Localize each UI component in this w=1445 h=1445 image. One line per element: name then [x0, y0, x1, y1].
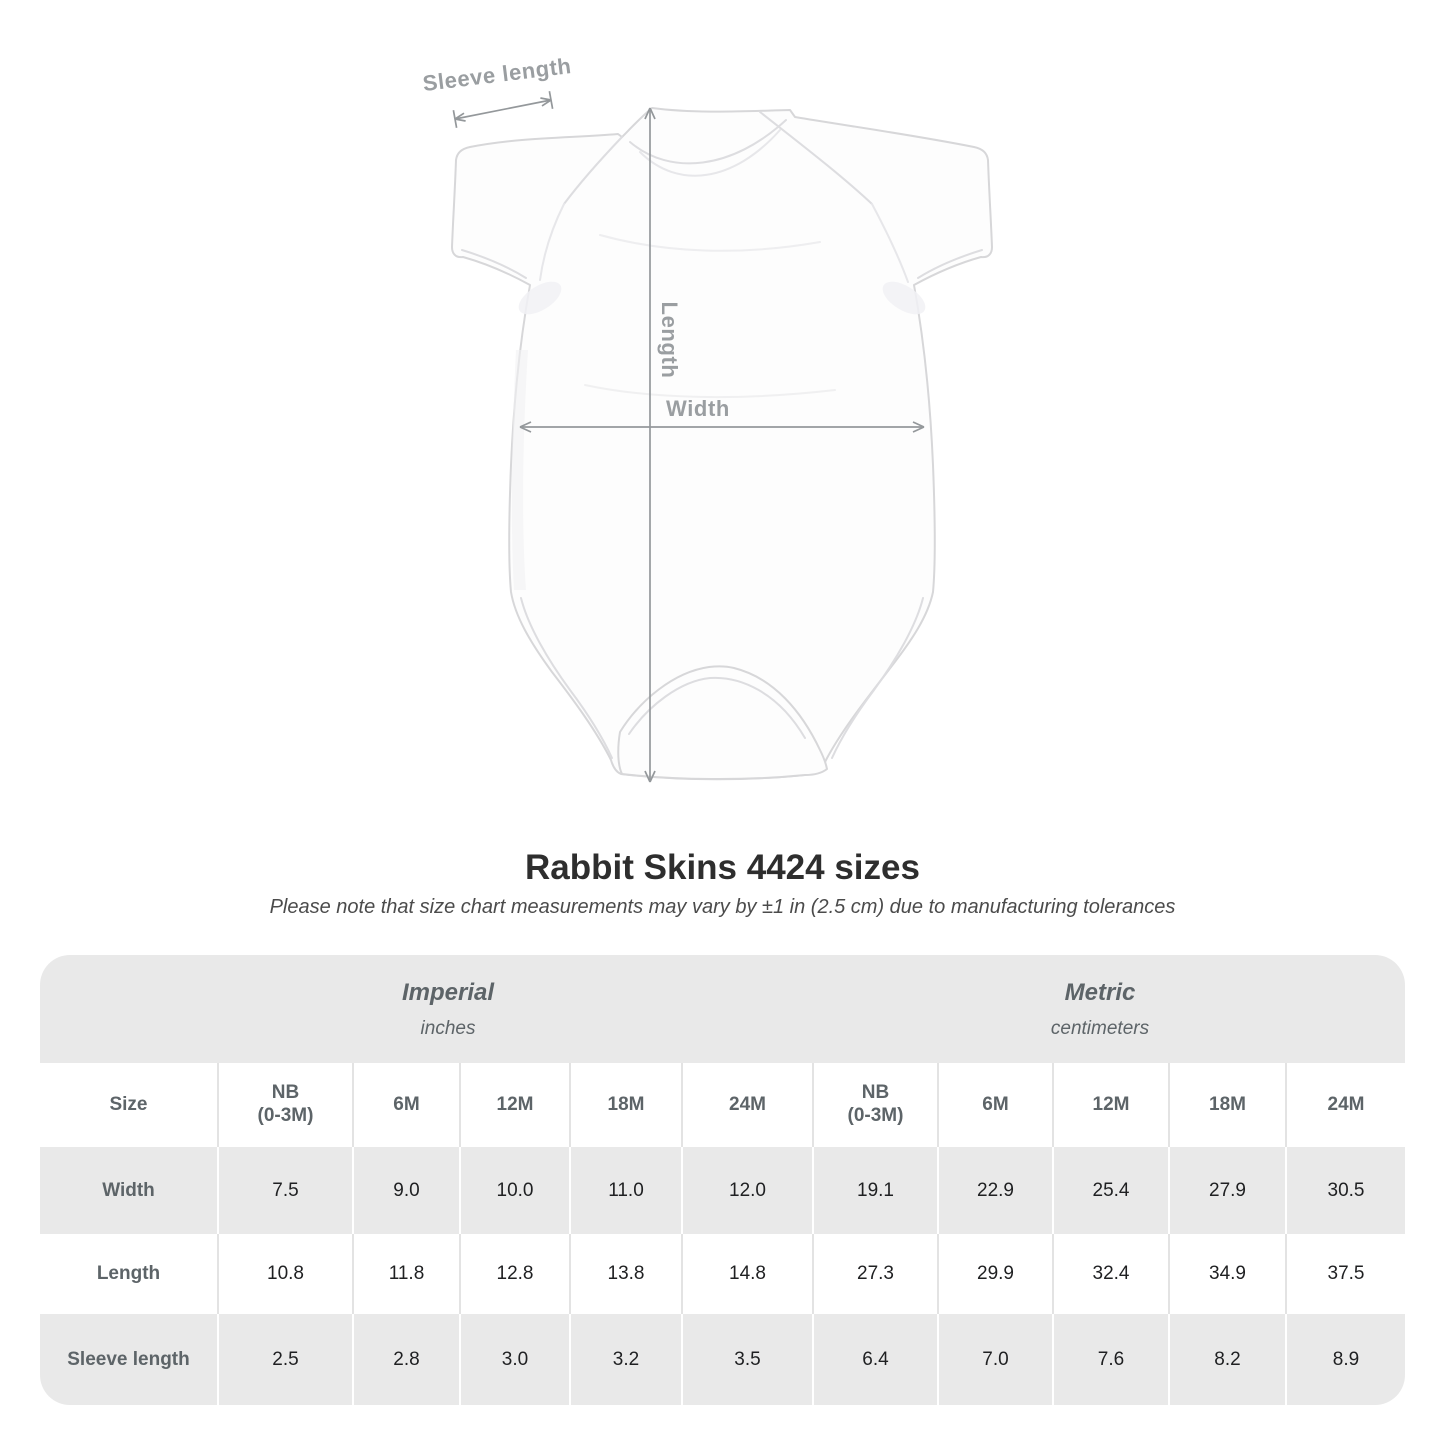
size-value: 7.5 [217, 1147, 352, 1234]
column-header: NB (0-3M) [812, 1063, 937, 1147]
width-annotation: Width [666, 396, 730, 421]
column-header: 18M [1168, 1063, 1285, 1147]
tolerance-note: Please note that size chart measurements… [269, 896, 1176, 918]
size-value: 11.8 [352, 1234, 459, 1314]
size-value: 8.9 [1285, 1314, 1405, 1405]
size-value: 12.8 [459, 1234, 569, 1314]
size-value: 29.9 [937, 1234, 1052, 1314]
bodysuit-illustration: Length Width Sleeve length [421, 53, 993, 783]
size-value: 2.8 [352, 1314, 459, 1405]
row-label: Width [102, 1179, 155, 1201]
size-value: 8.2 [1168, 1314, 1285, 1405]
size-value: 30.5 [1285, 1147, 1405, 1234]
size-value: 6.4 [812, 1314, 937, 1405]
page-title: Rabbit Skins 4424 sizes [525, 848, 920, 887]
metric-label: Metric [1064, 978, 1136, 1006]
row-label: Sleeve length [67, 1348, 190, 1370]
size-value: 3.2 [569, 1314, 681, 1405]
table-row: Width 7.5 9.0 10.0 11.0 12.0 19.1 22.9 2… [40, 1147, 1405, 1234]
length-arrow [644, 107, 656, 783]
column-header: 24M [1285, 1063, 1405, 1147]
width-arrow [519, 421, 925, 433]
size-value: 37.5 [1285, 1234, 1405, 1314]
size-value: 9.0 [352, 1147, 459, 1234]
size-value: 7.0 [937, 1314, 1052, 1405]
size-value: 25.4 [1052, 1147, 1168, 1234]
metric-unit-label: centimeters [1050, 1017, 1150, 1039]
row-label: Length [96, 1263, 161, 1284]
size-value: 27.9 [1168, 1147, 1285, 1234]
size-value: 12.0 [681, 1147, 812, 1234]
size-value: 3.5 [681, 1314, 812, 1405]
size-value: 22.9 [937, 1147, 1052, 1234]
table-header-row: Size NB (0-3M) 6M 12M 18M 24M NB (0-3M) … [40, 1063, 1405, 1147]
unit-section-imperial: Imperial inches [402, 955, 494, 1063]
column-header: 6M [352, 1063, 459, 1147]
length-annotation: Length [657, 302, 682, 379]
table-row: Length 10.8 11.8 12.8 13.8 14.8 27.3 29.… [40, 1234, 1405, 1314]
bodysuit-diagram: Length Width Sleeve length [400, 50, 1050, 840]
size-value: 7.6 [1052, 1314, 1168, 1405]
size-column-header: Size [109, 1093, 148, 1115]
imperial-unit-label: inches [420, 1017, 476, 1039]
size-table: Imperial inches Metric centimeters Size … [40, 955, 1405, 1405]
size-value: 32.4 [1052, 1234, 1168, 1314]
size-value: 13.8 [569, 1234, 681, 1314]
column-header: 24M [681, 1063, 812, 1147]
size-value: 10.0 [459, 1147, 569, 1234]
sleeve-length-annotation: Sleeve length [421, 53, 573, 96]
size-value: 2.5 [217, 1314, 352, 1405]
size-value: 19.1 [812, 1147, 937, 1234]
size-value: 14.8 [681, 1234, 812, 1314]
size-value: 27.3 [812, 1234, 937, 1314]
column-header: 12M [459, 1063, 569, 1147]
size-value: 34.9 [1168, 1234, 1285, 1314]
size-value: 10.8 [217, 1234, 352, 1314]
size-value: 3.0 [459, 1314, 569, 1405]
unit-band: Imperial inches Metric centimeters [40, 955, 1405, 1063]
column-header: 6M [937, 1063, 1052, 1147]
sleeve-length-arrow [452, 91, 554, 128]
unit-section-metric: Metric centimeters [1051, 955, 1149, 1063]
column-header: 18M [569, 1063, 681, 1147]
imperial-label: Imperial [401, 978, 495, 1006]
column-header: 12M [1052, 1063, 1168, 1147]
size-value: 11.0 [569, 1147, 681, 1234]
crotch-flap [617, 665, 828, 781]
table-row: Sleeve length 2.5 2.8 3.0 3.2 3.5 6.4 7.… [40, 1314, 1405, 1405]
column-header: NB (0-3M) [217, 1063, 352, 1147]
